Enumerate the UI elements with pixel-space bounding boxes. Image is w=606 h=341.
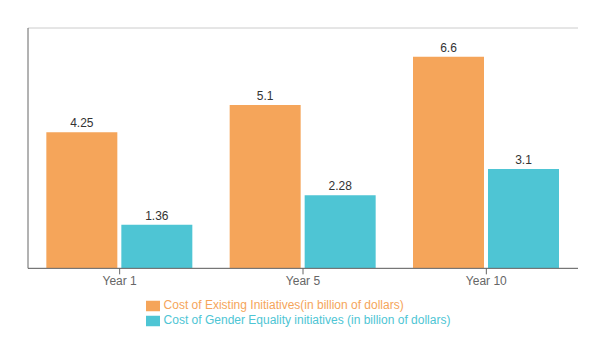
svg-text:Year 5: Year 5 xyxy=(286,274,321,288)
svg-text:3.1: 3.1 xyxy=(515,153,532,167)
svg-text:Year 1: Year 1 xyxy=(103,274,138,288)
svg-text:5.1: 5.1 xyxy=(257,89,274,103)
svg-text:2.28: 2.28 xyxy=(328,179,352,193)
html-text:Cost of Gender Equality initia: Cost of Gender Equality initiatives (in … xyxy=(163,313,451,328)
svg-text:Year 10: Year 10 xyxy=(466,274,507,288)
svg-text:4.25: 4.25 xyxy=(70,116,94,130)
html-text:Cost of Existing Initiatives(i: Cost of Existing Initiatives(in billion … xyxy=(163,298,404,313)
svg-text:6.6: 6.6 xyxy=(440,41,457,55)
svg-text:1.36: 1.36 xyxy=(145,209,169,223)
